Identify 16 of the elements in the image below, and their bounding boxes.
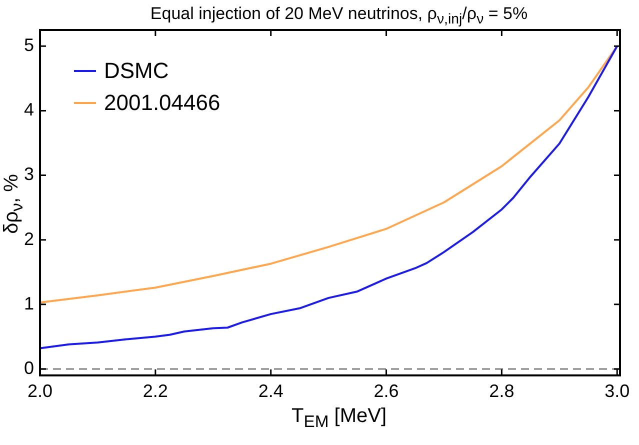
chart-title: Equal injection of 20 MeV neutrinos, ρ$_{ν,inj}$/ρ$_{ν}$ = 5% bbox=[149, 4, 529, 28]
x-tick-label: 3.0 bbox=[604, 381, 630, 402]
legend-label: DSMC bbox=[104, 58, 169, 84]
x-tick-label: 2.4 bbox=[258, 381, 284, 402]
x-tick-label: 2.2 bbox=[142, 381, 168, 402]
legend-label: 2001.04466 bbox=[104, 90, 220, 116]
x-tick-label: 2.6 bbox=[374, 381, 399, 402]
x-tick-label: 2.8 bbox=[489, 381, 514, 402]
x-tick-label: 2.0 bbox=[27, 381, 53, 402]
y-tick-label: 4 bbox=[24, 100, 34, 120]
y-tick-label: 2 bbox=[24, 228, 34, 249]
y-tick-label: 3 bbox=[24, 164, 34, 184]
x-axis-title: T$_{EM}$ [MeV] bbox=[290, 405, 388, 432]
y-tick-label: 1 bbox=[24, 293, 34, 314]
y-tick-label: 0 bbox=[24, 358, 34, 378]
y-tick-label: 5 bbox=[24, 35, 34, 56]
